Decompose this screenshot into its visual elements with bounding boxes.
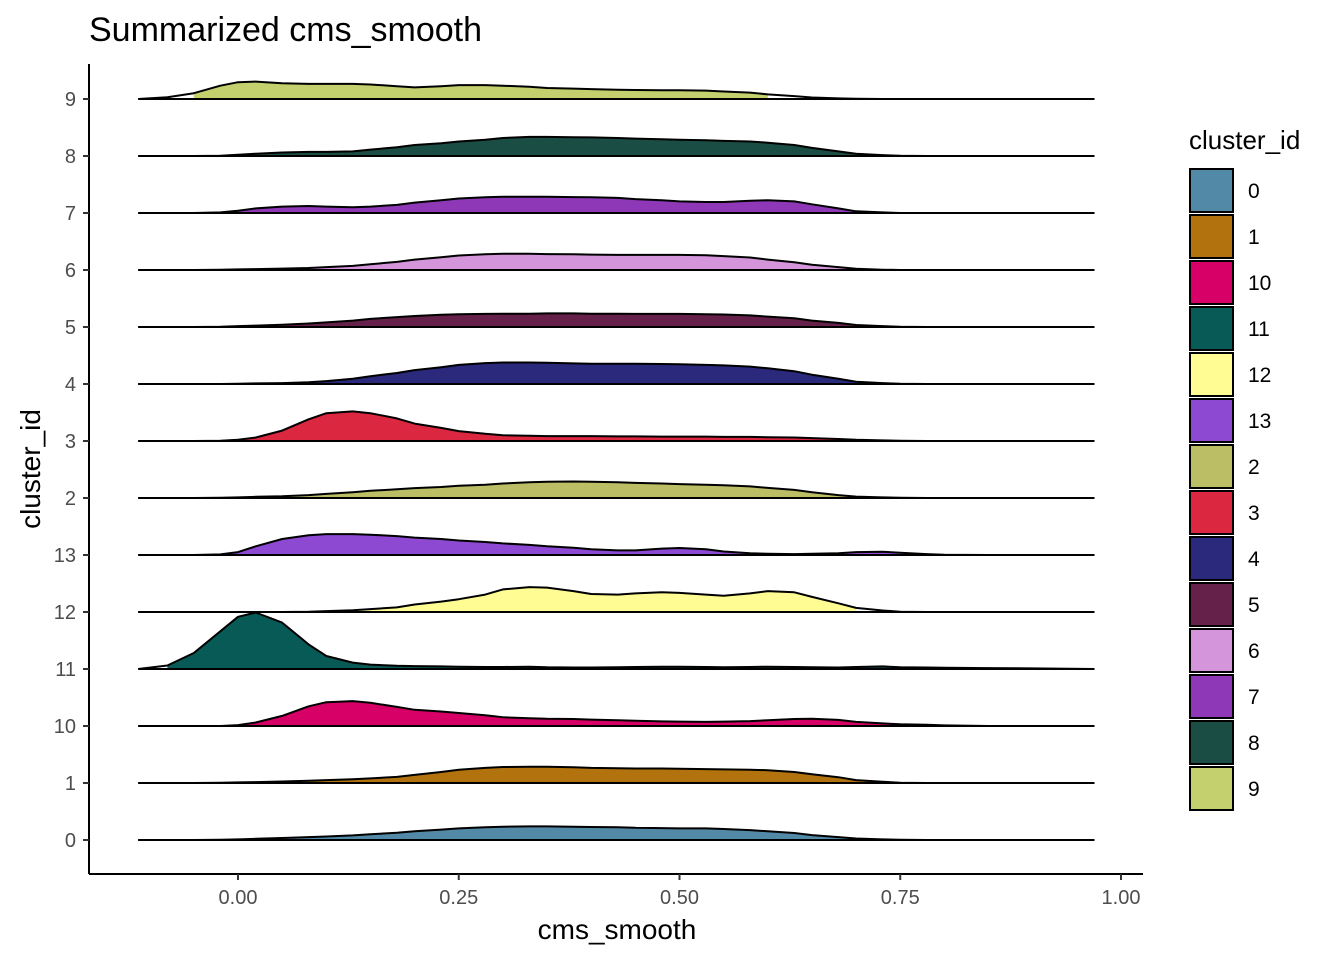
ridge-layer [138,80,1095,841]
ridge-line-13 [138,533,1095,556]
ridge-2 [138,480,1095,499]
x-tick-label: 0.25 [439,887,478,909]
legend-label-0: 0 [1248,180,1260,203]
ridge-7 [138,195,1095,214]
ridge-fill-4 [308,362,883,384]
legend-swatch-8 [1189,720,1234,765]
ridge-line-1 [138,765,1095,784]
ridge-fill-10 [238,701,945,726]
legend: cluster_id 0 1 10 11 12 13 2 3 4 5 6 7 8 9 [1189,125,1300,811]
y-tick-label: 4 [65,374,76,396]
y-tick-label: 5 [65,317,76,339]
legend-swatch-13 [1189,398,1234,443]
x-tick-label: 0.75 [881,887,920,909]
ridge-fill-13 [220,534,927,555]
legend-label-4: 4 [1248,548,1260,571]
legend-label-11: 11 [1248,318,1270,341]
legend-title: cluster_id [1189,125,1300,155]
y-tick-label: 8 [65,146,76,168]
ridge-fill-12 [326,587,857,612]
legend-swatch-3 [1189,490,1234,535]
legend-label-13: 13 [1248,410,1271,433]
ridge-line-10 [138,700,1095,727]
ridge-fill-7 [220,196,857,213]
legend-label-9: 9 [1248,778,1260,801]
legend-swatch-0 [1189,168,1234,213]
ridge-3 [138,410,1095,442]
y-tick-label: 11 [55,659,76,681]
ridge-9 [138,80,1095,100]
legend-label-12: 12 [1248,364,1271,387]
ridge-8 [138,135,1095,157]
legend-label-7: 7 [1248,686,1260,709]
ridge-line-0 [138,825,1095,841]
ridge-10 [138,700,1095,727]
chart-title: Summarized cms_smooth [89,11,482,49]
ridge-fill-6 [282,253,857,270]
y-tick-label: 2 [65,488,76,510]
y-tick-label: 6 [65,260,76,282]
legend-swatch-1 [1189,214,1234,259]
legend-label-10: 10 [1248,272,1271,295]
legend-label-5: 5 [1248,594,1260,617]
y-axis-ticks: 0 1 10 11 12 13 2 3 4 5 6 7 8 9 [54,89,89,852]
legend-swatch-10 [1189,260,1234,305]
ridge-fill-5 [238,313,901,327]
ridge-line-8 [138,135,1095,157]
ridge-1 [138,765,1095,784]
ridge-13 [138,533,1095,556]
y-tick-label: 3 [65,431,76,453]
ridge-4 [138,361,1095,385]
legend-label-8: 8 [1248,732,1260,755]
ridge-fill-1 [255,766,883,783]
ridge-line-5 [138,312,1095,328]
y-tick-label: 9 [65,89,76,111]
ridge-line-11 [138,611,1095,670]
x-tick-label: 0.00 [219,887,258,909]
ridge-0 [138,825,1095,841]
ridge-fill-11 [167,612,1095,669]
ridge-line-4 [138,361,1095,385]
y-tick-label: 13 [54,545,76,567]
x-axis-ticks: 0.00 0.25 0.50 0.75 1.00 [219,874,1141,909]
legend-label-2: 2 [1248,456,1260,479]
legend-label-3: 3 [1248,502,1260,525]
legend-swatch-11 [1189,306,1234,351]
ridge-fill-9 [193,81,768,99]
legend-swatch-9 [1189,766,1234,811]
x-axis-title: cms_smooth [538,914,697,945]
ridge-6 [138,252,1095,271]
legend-swatch-2 [1189,444,1234,489]
legend-label-6: 6 [1248,640,1260,663]
x-tick-label: 1.00 [1102,887,1141,909]
y-tick-label: 12 [54,602,76,624]
legend-label-1: 1 [1248,226,1260,249]
y-tick-label: 7 [65,203,76,225]
ridge-line-7 [138,195,1095,214]
ridge-fill-8 [238,136,883,156]
ridge-11 [138,611,1095,670]
ridge-5 [138,312,1095,328]
legend-swatch-12 [1189,352,1234,397]
legend-swatch-7 [1189,674,1234,719]
x-tick-label: 0.50 [660,887,699,909]
legend-swatch-6 [1189,628,1234,673]
y-axis-title: cluster_id [15,409,46,529]
ridge-12 [138,586,1095,613]
y-tick-label: 10 [54,716,76,738]
legend-swatch-4 [1189,536,1234,581]
y-tick-label: 0 [65,830,76,852]
legend-swatch-5 [1189,582,1234,627]
y-tick-label: 1 [65,773,76,795]
ridge-fill-3 [238,411,945,441]
